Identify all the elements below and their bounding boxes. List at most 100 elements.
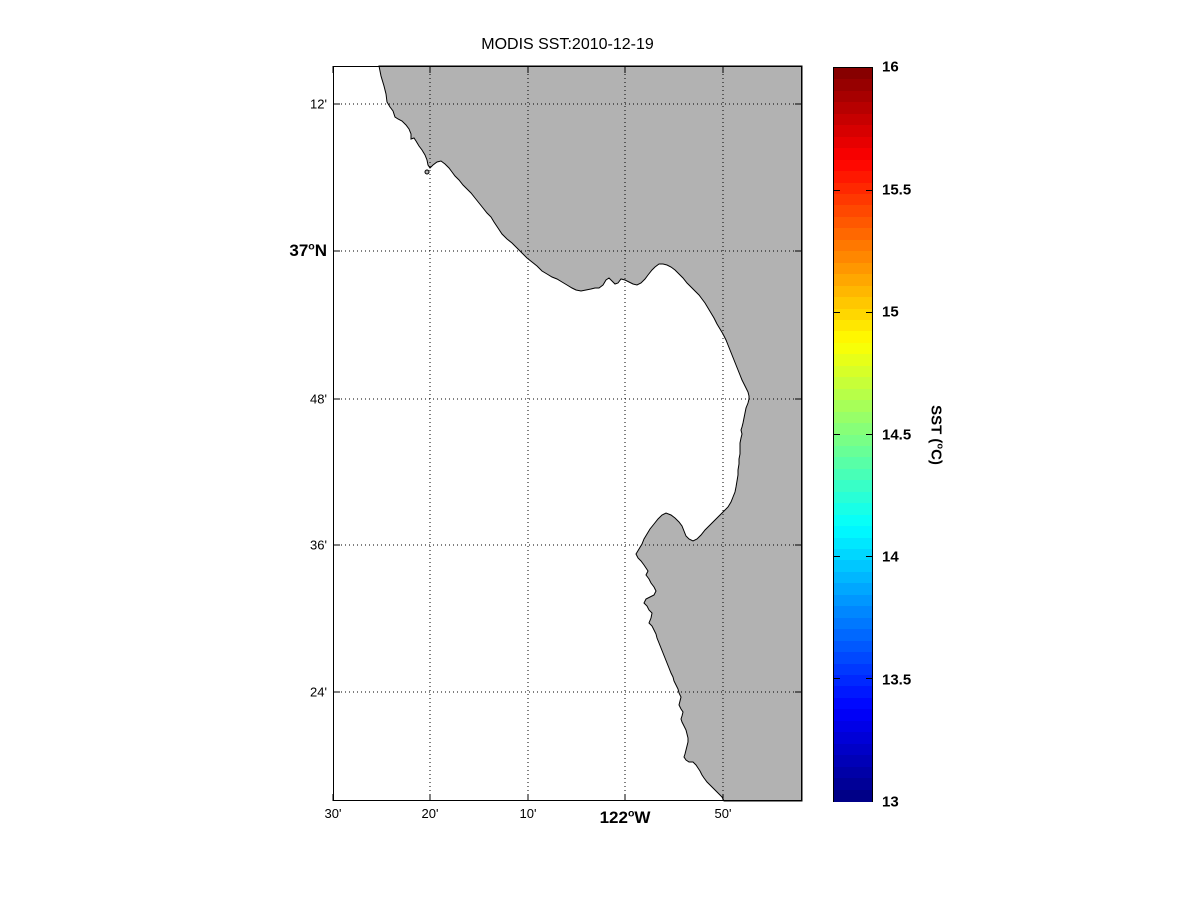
colorbar-band (834, 640, 872, 653)
colorbar-band (834, 205, 872, 218)
colorbar-band (834, 228, 872, 241)
colorbar-band (834, 583, 872, 596)
colorbar-band (834, 308, 872, 321)
x-axis-degree-label: 122oW (599, 807, 651, 827)
degree-symbol: o (935, 442, 946, 449)
y-axis-tick-label: 24' (310, 684, 327, 700)
colorbar-band (834, 90, 872, 103)
colorbar-band (834, 709, 872, 722)
colorbar-band (834, 285, 872, 298)
colorbar-band (834, 560, 872, 573)
colorbar-tick (834, 311, 840, 313)
colorbar-band (834, 68, 872, 80)
colorbar-tick (866, 311, 872, 313)
colorbar-band (834, 193, 872, 206)
colorbar-band (834, 148, 872, 161)
map-plot-area: 30' 20' 10' 122oW 50' 12' 37oN 48' 36' 24' (289, 65, 803, 827)
colorbar-band (834, 480, 872, 493)
colorbar-band (834, 652, 872, 665)
colorbar-band (834, 755, 872, 768)
colorbar-band (834, 79, 872, 92)
colorbar-band (834, 571, 872, 584)
colorbar-tick-label: 16 (882, 58, 899, 76)
colorbar-tick-label: 13.5 (882, 671, 912, 688)
colorbar-band (834, 663, 872, 676)
colorbar-tick (866, 678, 872, 680)
colorbar-band (834, 102, 872, 115)
colorbar-band (834, 514, 872, 527)
colorbar-tick-label: 15 (882, 303, 899, 321)
colorbar-band (834, 262, 872, 275)
x-axis-tick-label: 20' (421, 806, 439, 821)
colorbar-band (834, 171, 872, 184)
colorbar-band (834, 503, 872, 516)
colorbar-band (834, 159, 872, 172)
y-axis-degree-label: 37oN (289, 240, 327, 260)
colorbar-tick-label: 13 (882, 793, 899, 811)
colorbar-tick-label: 14.5 (882, 426, 912, 443)
colorbar-tick (834, 189, 840, 191)
coastline-land-polygon (378, 65, 803, 802)
colorbar-band (834, 400, 872, 413)
colorbar-band (834, 365, 872, 378)
colorbar-band (834, 297, 872, 310)
colorbar-band (834, 136, 872, 149)
colorbar-band (834, 686, 872, 699)
colorbar-band (834, 537, 872, 550)
colorbar-band (834, 354, 872, 367)
colorbar-band (834, 251, 872, 264)
colorbar-band (834, 697, 872, 710)
colorbar-tick (866, 189, 872, 191)
colorbar-tick (834, 556, 840, 558)
colorbar-band (834, 113, 872, 126)
colorbar-tick (866, 556, 872, 558)
colorbar-band (834, 125, 872, 138)
colorbar-band (834, 274, 872, 287)
colorbar-band (834, 491, 872, 504)
colorbar-band (834, 549, 872, 561)
colorbar-axis-label: SST (oC) (927, 404, 946, 465)
colorbar-band (834, 629, 872, 642)
y-axis-tick-label: 48' (310, 391, 327, 407)
colorbar-band (834, 342, 872, 355)
degree-symbol: o (627, 807, 635, 820)
colorbar-tick-label: 15.5 (882, 181, 912, 198)
colorbar-tick (866, 434, 872, 435)
colorbar-band (834, 182, 872, 195)
colorbar-band (834, 239, 872, 252)
colorbar-band (834, 617, 872, 630)
x-axis-tick-label: 50' (714, 806, 732, 821)
colorbar-tick (834, 678, 840, 680)
colorbar-tick (834, 434, 840, 435)
y-axis-tick-label: 12' (310, 96, 327, 112)
colorbar-band (834, 766, 872, 779)
colorbar-band (834, 778, 872, 791)
colorbar-band (834, 434, 872, 447)
colorbar-band (834, 445, 872, 458)
colorbar-band (834, 377, 872, 390)
colorbar-band (834, 594, 872, 607)
x-axis-tick-label: 10' (519, 806, 537, 821)
x-axis-tick-label: 30' (324, 806, 342, 821)
y-axis-tick-label: 36' (310, 537, 327, 553)
colorbar-band (834, 675, 872, 687)
colorbar-band (834, 423, 872, 435)
colorbar-band (834, 526, 872, 539)
colorbar-band (834, 606, 872, 619)
axes-box (333, 66, 802, 801)
degree-symbol: o (308, 240, 315, 253)
colorbar (833, 67, 873, 802)
colorbar-band (834, 411, 872, 424)
colorbar-band (834, 319, 872, 332)
colorbar-band (834, 789, 872, 802)
figure-title: MODIS SST:2010-12-19 (481, 36, 654, 53)
colorbar-band (834, 331, 872, 344)
colorbar-band (834, 468, 872, 481)
offshore-rock (424, 169, 430, 175)
colorbar-band (834, 388, 872, 401)
colorbar-band (834, 732, 872, 745)
map-svg (332, 65, 803, 802)
colorbar-band (834, 720, 872, 733)
colorbar-band (834, 216, 872, 229)
